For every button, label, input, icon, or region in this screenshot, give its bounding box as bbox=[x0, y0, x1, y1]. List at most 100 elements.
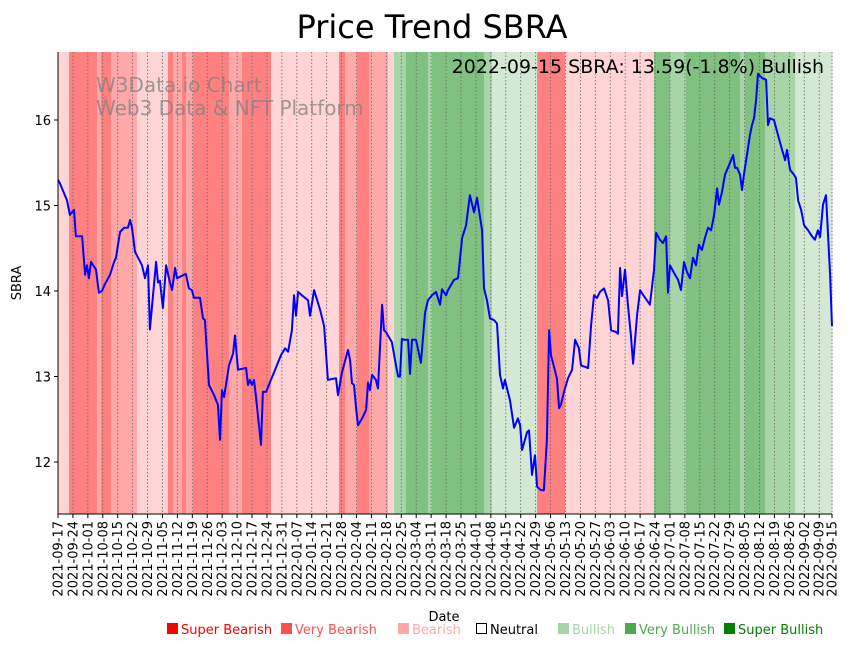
x-tick-label: 2021-12-24 bbox=[260, 521, 275, 597]
x-tick-label: 2022-07-22 bbox=[708, 521, 723, 597]
x-tick-label: 2022-07-29 bbox=[723, 521, 738, 597]
watermark-line-1: W3Data.io Chart bbox=[96, 73, 262, 97]
regime-band-super-bearish bbox=[69, 52, 98, 514]
legend-swatch bbox=[167, 623, 178, 634]
regime-band-very-bullish bbox=[740, 52, 746, 514]
x-tick-label: 2022-04-15 bbox=[499, 521, 514, 597]
x-tick-label: 2022-01-14 bbox=[305, 521, 320, 597]
legend-label: Neutral bbox=[490, 623, 538, 638]
regime-band-super-bearish bbox=[537, 52, 566, 514]
legend-label: Super Bullish bbox=[738, 623, 823, 638]
regime-band-very-bearish bbox=[344, 52, 358, 514]
legend-swatch bbox=[398, 623, 409, 634]
legend-swatch bbox=[724, 623, 735, 634]
legend-label: Bullish bbox=[572, 623, 615, 638]
x-tick-label: 2022-04-22 bbox=[514, 521, 529, 597]
regime-bands bbox=[58, 52, 833, 514]
x-tick-label: 2021-10-15 bbox=[111, 521, 126, 597]
regime-band-super-bearish bbox=[356, 52, 370, 514]
regime-band-bearish bbox=[58, 52, 70, 514]
regime-band-bearish bbox=[271, 52, 340, 514]
regime-band-very-bearish bbox=[111, 52, 138, 514]
regime-band-super-bearish bbox=[182, 52, 187, 514]
regime-band-super-bullish bbox=[405, 52, 429, 514]
legend-label: Very Bullish bbox=[639, 623, 715, 638]
x-tick-label: 2022-01-07 bbox=[290, 521, 305, 597]
x-tick-label: 2021-10-08 bbox=[96, 521, 111, 597]
regime-band-very-bearish bbox=[229, 52, 243, 514]
regime-band-super-bullish bbox=[685, 52, 741, 514]
x-tick-label: 2022-09-02 bbox=[798, 521, 813, 597]
x-tick-label: 2021-10-01 bbox=[81, 521, 96, 597]
x-tick-label: 2021-11-05 bbox=[156, 521, 171, 597]
x-tick-label: 2022-07-15 bbox=[693, 521, 708, 597]
regime-band-very-bearish bbox=[97, 52, 102, 514]
legend: Super Bearish Very Bearish Bearish Neutral B… bbox=[167, 623, 823, 638]
x-tick-label: 2021-12-17 bbox=[246, 521, 261, 597]
y-ticks: 12 13 14 15 16 bbox=[34, 114, 58, 471]
x-tick-label: 2022-01-28 bbox=[335, 521, 350, 597]
x-tick-label: 2021-11-12 bbox=[171, 521, 186, 597]
legend-label: Very Bearish bbox=[295, 623, 377, 638]
legend-item: Neutral bbox=[476, 623, 538, 638]
x-tick-label: 2022-03-11 bbox=[425, 521, 440, 597]
y-tick-label: 15 bbox=[34, 200, 51, 215]
legend-swatch bbox=[281, 623, 292, 634]
regime-band-very-bullish bbox=[484, 52, 493, 514]
gridlines bbox=[57, 52, 833, 514]
regime-band-bullish bbox=[795, 52, 833, 514]
x-tick-label: 2022-03-25 bbox=[454, 521, 469, 597]
watermark-line-2: Web3 Data & NFT Platform bbox=[96, 96, 364, 120]
x-tick-label: 2021-09-17 bbox=[52, 521, 67, 597]
legend-label: Bearish bbox=[412, 623, 461, 638]
legend-label: Super Bearish bbox=[181, 623, 272, 638]
regime-band-bearish bbox=[565, 52, 655, 514]
x-tick-label: 2022-03-04 bbox=[410, 521, 425, 597]
legend-swatch bbox=[625, 623, 636, 634]
y-tick-label: 12 bbox=[34, 456, 51, 471]
watermark: W3Data.io Chart Web3 Data & NFT Platform bbox=[96, 73, 364, 120]
x-tick-label: 2022-06-24 bbox=[649, 521, 664, 597]
regime-band-very-bullish bbox=[427, 52, 433, 514]
y-tick-label: 13 bbox=[34, 371, 51, 386]
chart-title: Price Trend SBRA bbox=[296, 8, 567, 46]
x-tick-label: 2022-02-18 bbox=[380, 521, 395, 597]
legend-item: Very Bearish bbox=[281, 623, 377, 638]
x-tick-label: 2022-08-12 bbox=[753, 521, 768, 597]
x-tick-label: 2022-02-04 bbox=[350, 521, 365, 597]
x-tick-label: 2022-09-09 bbox=[813, 521, 828, 597]
legend-swatch bbox=[476, 623, 487, 634]
x-tick-label: 2022-08-26 bbox=[783, 521, 798, 597]
x-tick-label: 2022-03-18 bbox=[440, 521, 455, 597]
regime-band-super-bullish bbox=[431, 52, 485, 514]
x-axis-label: Date bbox=[428, 610, 459, 625]
x-tick-label: 2022-04-29 bbox=[529, 521, 544, 597]
legend-item: Bullish bbox=[558, 623, 615, 638]
regime-band-super-bearish bbox=[192, 52, 230, 514]
x-tick-label: 2022-08-19 bbox=[768, 521, 783, 597]
y-tick-label: 16 bbox=[34, 114, 51, 129]
regime-band-very-bearish bbox=[185, 52, 194, 514]
x-tick-label: 2022-06-03 bbox=[604, 521, 619, 597]
x-tick-label: 2022-06-17 bbox=[634, 521, 649, 597]
x-tick-label: 2022-02-11 bbox=[365, 521, 380, 597]
regime-band-very-bullish bbox=[765, 52, 796, 514]
regime-band-very-bearish bbox=[369, 52, 389, 514]
x-tick-label: 2022-05-06 bbox=[544, 521, 559, 597]
x-tick-label: 2022-07-01 bbox=[663, 521, 678, 597]
x-tick-label: 2022-05-27 bbox=[589, 521, 604, 597]
legend-item: Super Bearish bbox=[167, 623, 272, 638]
x-tick-label: 2021-11-26 bbox=[201, 521, 216, 597]
latest-annotation: 2022-09-15 SBRA: 13.59(-1.8%) Bullish bbox=[452, 56, 824, 78]
x-tick-label: 2022-02-25 bbox=[395, 521, 410, 597]
x-tick-label: 2021-10-22 bbox=[126, 521, 141, 597]
y-tick-label: 14 bbox=[34, 285, 51, 300]
regime-band-super-bullish bbox=[653, 52, 671, 514]
x-tick-label: 2021-12-03 bbox=[216, 521, 231, 597]
x-tick-label: 2022-08-05 bbox=[738, 521, 753, 597]
x-tick-label: 2021-09-24 bbox=[66, 521, 81, 597]
x-tick-label: 2022-05-13 bbox=[559, 521, 574, 597]
legend-swatch bbox=[558, 623, 569, 634]
x-tick-label: 2022-05-20 bbox=[574, 521, 589, 597]
